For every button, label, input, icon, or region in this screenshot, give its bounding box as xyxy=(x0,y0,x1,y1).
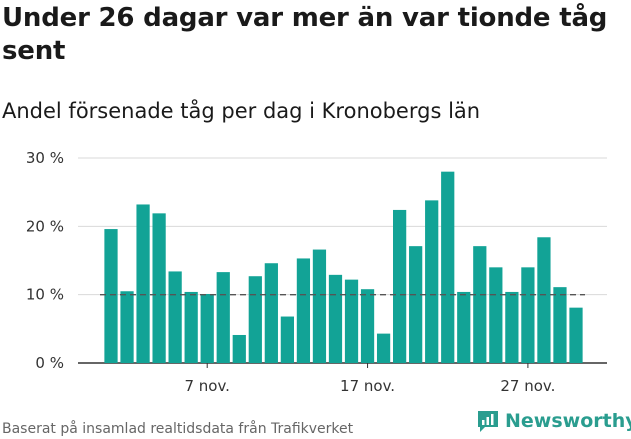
bar-day-16 xyxy=(344,279,359,363)
brand-logo: Newsworthy xyxy=(476,409,631,433)
bar-day-22 xyxy=(441,171,455,363)
bar-day-8 xyxy=(216,272,230,363)
bars xyxy=(104,171,583,363)
bar-day-23 xyxy=(457,291,471,363)
chart-title: Under 26 dagar var mer än var tionde tåg… xyxy=(2,3,608,66)
y-axis-ticks: 0 % 10 % 20 % 30 % xyxy=(26,149,64,372)
bar-day-14 xyxy=(312,249,327,363)
bar-day-9 xyxy=(232,334,246,363)
bar-day-11 xyxy=(264,263,278,363)
grid-lines xyxy=(78,157,607,364)
bar-day-15 xyxy=(328,274,343,363)
x-tick-label: 17 nov. xyxy=(340,377,395,395)
bar-day-12 xyxy=(280,316,294,363)
bar-day-27 xyxy=(521,267,535,363)
bar-day-25 xyxy=(489,267,503,363)
bar-day-21 xyxy=(425,200,439,363)
bar-day-17 xyxy=(360,289,375,363)
bar-day-5 xyxy=(168,271,182,363)
brand-name: Newsworthy xyxy=(505,410,631,432)
bar-day-13 xyxy=(296,258,311,363)
y-tick-label: 10 % xyxy=(26,286,64,304)
bar-day-2 xyxy=(120,291,134,363)
bar-day-19 xyxy=(393,209,407,363)
chart-subtitle: Andel försenade tåg per dag i Kronobergs… xyxy=(2,99,481,123)
bar-day-3 xyxy=(136,204,150,363)
x-tick-label: 27 nov. xyxy=(500,377,555,395)
bar-day-7 xyxy=(200,293,214,363)
x-tick-label: 7 nov. xyxy=(184,377,229,395)
bar-day-20 xyxy=(409,246,423,363)
bar-day-28 xyxy=(537,237,551,363)
y-tick-label: 0 % xyxy=(35,354,64,372)
bar-day-10 xyxy=(248,276,262,363)
y-tick-label: 20 % xyxy=(26,217,64,235)
bar-day-4 xyxy=(152,213,166,363)
x-axis-ticks: 7 nov. 17 nov. 27 nov. xyxy=(184,363,555,395)
y-tick-label: 30 % xyxy=(26,149,64,167)
bar-day-18 xyxy=(376,333,391,363)
bar-day-29 xyxy=(553,287,567,363)
bar-day-26 xyxy=(505,291,519,363)
newsworthy-logo-icon xyxy=(478,411,498,432)
bar-day-24 xyxy=(473,246,487,363)
bar-day-30 xyxy=(569,307,583,363)
bar-day-1 xyxy=(104,229,118,363)
source-note: Baserat på insamlad realtidsdata från Tr… xyxy=(2,421,354,437)
bar-day-6 xyxy=(184,291,198,363)
